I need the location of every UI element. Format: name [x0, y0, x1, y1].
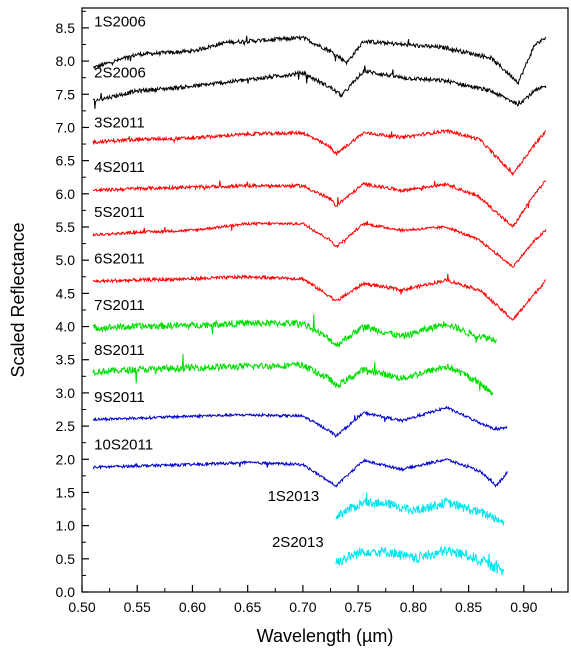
x-tick-label: 0.50	[68, 599, 95, 615]
series-line-1S2013	[335, 492, 505, 527]
series-group	[92, 35, 547, 575]
series-label: 5S2011	[94, 204, 145, 221]
y-tick-label: 3.0	[56, 385, 76, 401]
x-tick-label: 0.75	[345, 599, 372, 615]
y-tick-label: 4.0	[56, 319, 76, 335]
series-label: 2S2013	[272, 534, 324, 551]
x-axis-title: Wavelength (µm)	[257, 626, 394, 646]
y-tick-label: 0.0	[56, 584, 76, 600]
y-tick-label: 4.5	[56, 285, 76, 301]
y-tick-label: 8.5	[56, 20, 76, 36]
series-label: 2S2006	[94, 65, 146, 82]
y-tick-label: 7.0	[56, 119, 76, 135]
x-tick-label: 0.85	[455, 599, 482, 615]
y-tick-label: 6.0	[56, 186, 76, 202]
series-label: 9S2011	[94, 389, 145, 406]
series-line-10S2011	[92, 458, 508, 488]
series-line-8S2011	[92, 353, 494, 396]
series-label: 10S2011	[94, 436, 153, 453]
y-tick-label: 7.5	[56, 86, 76, 102]
series-label: 8S2011	[94, 342, 145, 359]
series-label: 1S2013	[268, 488, 320, 505]
x-tick-label: 0.60	[179, 599, 206, 615]
series-line-9S2011	[92, 405, 508, 438]
series-label: 7S2011	[94, 297, 145, 314]
series-line-7S2011	[92, 314, 497, 349]
y-axis: 0.0 0.5 1.0 1.5 2.0 2.5 3.0 3.5 4.0 4.5 5.0 5.5 6.0 6…	[56, 10, 89, 600]
y-tick-label: 6.5	[56, 153, 76, 169]
series-line-2S2006	[92, 65, 547, 109]
y-tick-label: 1.0	[56, 518, 76, 534]
y-tick-label: 5.0	[56, 252, 76, 268]
series-line-6S2011	[92, 273, 547, 321]
x-tick-label: 0.65	[234, 599, 261, 615]
series-line-5S2011	[92, 220, 547, 268]
y-tick-label: 5.5	[56, 219, 76, 235]
x-axis: 0.50 0.55 0.60 0.65 0.70 0.75 0.80 0.85 0.90	[68, 585, 552, 615]
series-label: 1S2006	[94, 14, 146, 31]
series-line-2S2013	[335, 545, 505, 575]
x-tick-label: 0.80	[400, 599, 427, 615]
x-tick-label: 0.90	[510, 599, 537, 615]
series-label: 3S2011	[94, 114, 145, 131]
series-label: 6S2011	[94, 251, 145, 268]
y-tick-label: 0.5	[56, 551, 76, 567]
y-axis-title: Scaled Reflectance	[8, 222, 28, 377]
y-tick-label: 1.5	[56, 484, 76, 500]
x-tick-label: 0.55	[124, 599, 151, 615]
y-tick-label: 8.0	[56, 53, 76, 69]
series-line-4S2011	[92, 180, 547, 229]
y-tick-label: 3.5	[56, 352, 76, 368]
y-tick-label: 2.5	[56, 418, 76, 434]
series-labels: 1S2006 2S2006 3S2011 4S2011 5S2011 6S2011 7S20…	[94, 14, 324, 551]
y-tick-label: 2.0	[56, 451, 76, 467]
series-label: 4S2011	[94, 159, 145, 176]
series-line-1S2006	[92, 35, 547, 86]
x-tick-label: 0.70	[289, 599, 316, 615]
plot-frame	[81, 7, 569, 593]
series-line-3S2011	[92, 128, 547, 176]
